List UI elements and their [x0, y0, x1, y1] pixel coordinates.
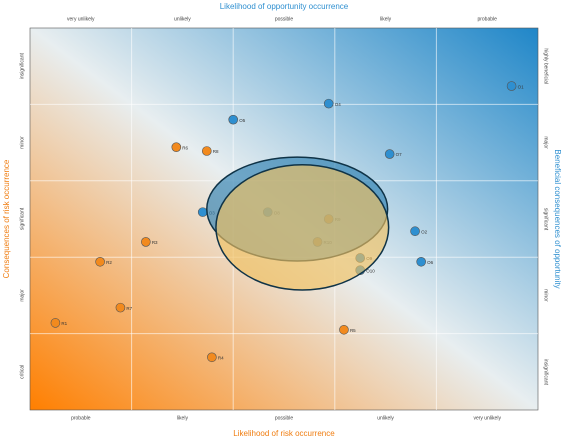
point-label: O2: [421, 229, 428, 234]
point-label: R7: [126, 306, 132, 311]
point: [506, 81, 517, 91]
point: [197, 207, 208, 217]
point: [171, 142, 182, 152]
right-category: minor: [543, 289, 549, 302]
bottom-category: probable: [71, 415, 91, 421]
point: [50, 318, 61, 328]
bottom-title: Likelihood of risk occurrence: [233, 429, 335, 438]
point: [416, 256, 426, 267]
point: [201, 146, 212, 156]
point-label: O10: [366, 268, 375, 273]
right-category: insignificant: [543, 359, 549, 386]
point: [95, 256, 105, 267]
right-title: Beneficial consequences of opportunity: [553, 149, 562, 288]
point-label: R8: [213, 149, 219, 154]
bottom-category: likely: [177, 415, 189, 421]
point-label: O4: [335, 102, 342, 107]
right-category: major: [543, 136, 549, 149]
top-category: very unlikely: [67, 16, 95, 22]
left-category: insignificant: [19, 53, 25, 80]
point-label: O1: [518, 84, 525, 89]
left-category: major: [19, 289, 25, 302]
point-label: O6: [427, 260, 434, 265]
point: [207, 352, 217, 363]
point-label: R3: [152, 240, 158, 245]
ellipse: [215, 164, 390, 291]
point: [141, 237, 151, 247]
point-label: R4: [218, 355, 224, 360]
point: [228, 114, 238, 125]
top-title: Likelihood of opportunity occurrence: [220, 2, 349, 11]
point-label: R1: [61, 321, 67, 326]
right-category: significant: [543, 208, 549, 231]
point-label: R6: [182, 145, 188, 150]
point: [410, 226, 420, 237]
bottom-category: possible: [275, 415, 294, 421]
point: [384, 149, 395, 159]
top-category: likely: [380, 16, 392, 22]
bottom-category: unlikely: [377, 415, 394, 421]
bottom-category: very unlikely: [473, 415, 501, 421]
left-category: minor: [19, 136, 25, 149]
point: [323, 98, 334, 109]
left-category: significant: [19, 207, 25, 230]
top-category: unlikely: [174, 16, 191, 22]
top-category: probable: [477, 16, 497, 22]
point-label: R2: [106, 260, 112, 265]
point: [339, 324, 349, 335]
right-category: highly beneficial: [543, 48, 549, 84]
point-label: O7: [396, 152, 403, 157]
left-category: critical: [19, 365, 25, 379]
point: [115, 302, 126, 313]
left-title: Consequences of risk occurrence: [2, 159, 11, 278]
point-label: O5: [239, 118, 246, 123]
top-category: possible: [275, 16, 294, 22]
point-label: R5: [350, 328, 356, 333]
